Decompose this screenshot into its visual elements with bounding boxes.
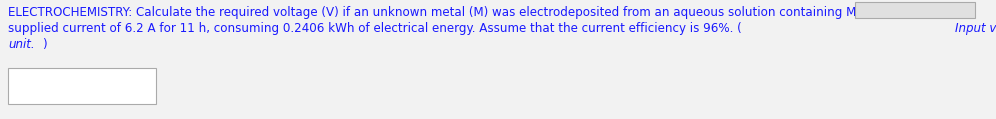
Text: ELECTROCHEMISTRY: Calculate the required voltage (V) if an unknown metal (M) was: ELECTROCHEMISTRY: Calculate the required…: [8, 6, 857, 19]
Text: supplied current of 6.2 A for 11 h, consuming 0.2406 kWh of electrical energy. A: supplied current of 6.2 A for 11 h, cons…: [8, 22, 742, 35]
Bar: [8, 68, 156, 104]
Text: ): ): [43, 38, 47, 51]
Text: Input values only with 2 decimal places. Do not include the: Input values only with 2 decimal places.…: [955, 22, 996, 35]
Text: unit.: unit.: [8, 38, 35, 51]
Bar: [855, 2, 975, 18]
